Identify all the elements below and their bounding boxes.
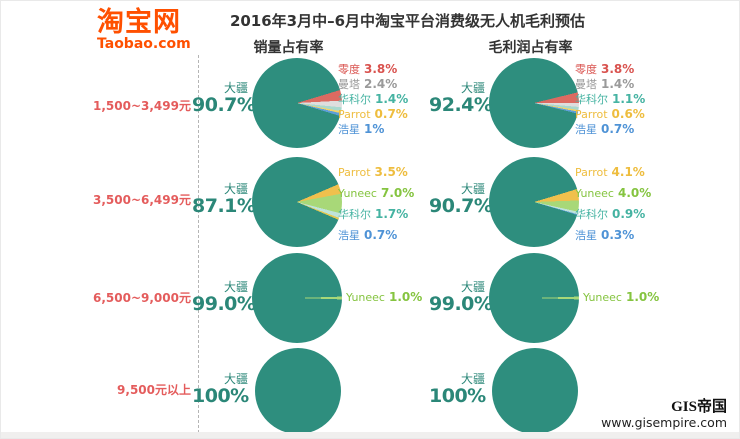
pie-sales-row3 <box>252 253 342 343</box>
legend-item: 零度 3.8% <box>338 62 398 77</box>
taobao-logo: 淘宝网 Taobao.com <box>97 7 191 53</box>
legend-item: 曼塔 1.4% <box>575 77 635 92</box>
legend-sales-row3: Yuneec 1.0% <box>346 291 422 306</box>
legend-profit-row1: 零度 3.8% 曼塔 1.4% 华科尔 1.1% Parrot 0.6% 浩星 0.7% <box>575 63 645 138</box>
watermark-url: www.gisempire.com <box>601 414 727 430</box>
watermark: GIS帝国 www.gisempire.com <box>567 399 727 429</box>
price-range-row1: 1,500~3,499元 <box>93 99 191 113</box>
pie-profit-row3 <box>489 253 579 343</box>
watermark-title: GIS帝国 <box>671 399 727 415</box>
pie-profit-row1 <box>489 58 579 148</box>
main-share-label-sales-row4: 大疆 100% <box>192 372 249 407</box>
main-share-label-sales-row2: 大疆 87.1% <box>192 182 256 217</box>
legend-item: 浩星 0.3% <box>575 228 635 243</box>
legend-item: Parrot 3.5% <box>338 165 408 180</box>
legend-item: 浩星 0.7% <box>338 228 398 243</box>
legend-item: Yuneec 1.0% <box>346 290 423 305</box>
column-header-sales-share: 销量占有率 <box>253 40 324 56</box>
main-share-label-profit-row3: 大疆 99.0% <box>429 280 493 315</box>
legend-item: 华科尔 1.1% <box>575 92 646 107</box>
legend-item: Parrot 0.6% <box>575 107 645 122</box>
chart-title: 2016年3月中–6月中淘宝平台消费级无人机毛利预估 <box>229 12 586 30</box>
price-range-row3: 6,500~9,000元 <box>93 291 191 305</box>
pie-sales-row1 <box>252 58 342 148</box>
legend-item: 华科尔 1.7% <box>338 207 409 222</box>
legend-item: Yuneec 4.0% <box>575 186 652 201</box>
main-share-label-profit-row4: 大疆 100% <box>429 372 486 407</box>
column-header-profit-share: 毛利润占有率 <box>488 40 573 56</box>
taobao-logo-cn: 淘宝网 <box>97 7 181 38</box>
pie-profit-row2 <box>489 157 579 247</box>
taobao-logo-en: Taobao.com <box>97 36 191 53</box>
pie-sales-row4 <box>255 348 341 434</box>
main-share-label-profit-row1: 大疆 92.4% <box>429 81 493 116</box>
pie-profit-row4 <box>492 348 578 434</box>
main-share-label-sales-row1: 大疆 90.7% <box>192 81 256 116</box>
legend-item: Parrot 0.7% <box>338 107 408 122</box>
price-range-row2: 3,500~6,499元 <box>93 193 191 207</box>
legend-item: Yuneec 7.0% <box>338 186 415 201</box>
legend-item: 曼塔 2.4% <box>338 77 398 92</box>
legend-item: 浩星 0.7% <box>575 122 635 137</box>
legend-item: 浩星 1% <box>338 122 385 137</box>
main-share-label-sales-row3: 大疆 99.0% <box>192 280 256 315</box>
legend-item: 零度 3.8% <box>575 62 635 77</box>
pie-sales-row2 <box>252 157 342 247</box>
legend-sales-row2: Parrot 3.5% Yuneec 7.0% 华科尔 1.7% 浩星 0.7% <box>338 166 414 250</box>
legend-sales-row1: 零度 3.8% 曼塔 2.4% 华科尔 1.4% Parrot 0.7% 浩星 1% <box>338 63 408 138</box>
legend-profit-row2: Parrot 4.1% Yuneec 4.0% 华科尔 0.9% 浩星 0.3% <box>575 166 651 250</box>
dashed-divider <box>198 55 199 433</box>
legend-item: 华科尔 0.9% <box>575 207 646 222</box>
bottom-edge-strip <box>1 432 739 438</box>
legend-profit-row3: Yuneec 1.0% <box>583 291 659 306</box>
legend-item: Yuneec 1.0% <box>583 290 660 305</box>
price-range-row4: 9,500元以上 <box>117 383 191 397</box>
main-share-label-profit-row2: 大疆 90.7% <box>429 182 493 217</box>
legend-item: 华科尔 1.4% <box>338 92 409 107</box>
legend-item: Parrot 4.1% <box>575 165 645 180</box>
